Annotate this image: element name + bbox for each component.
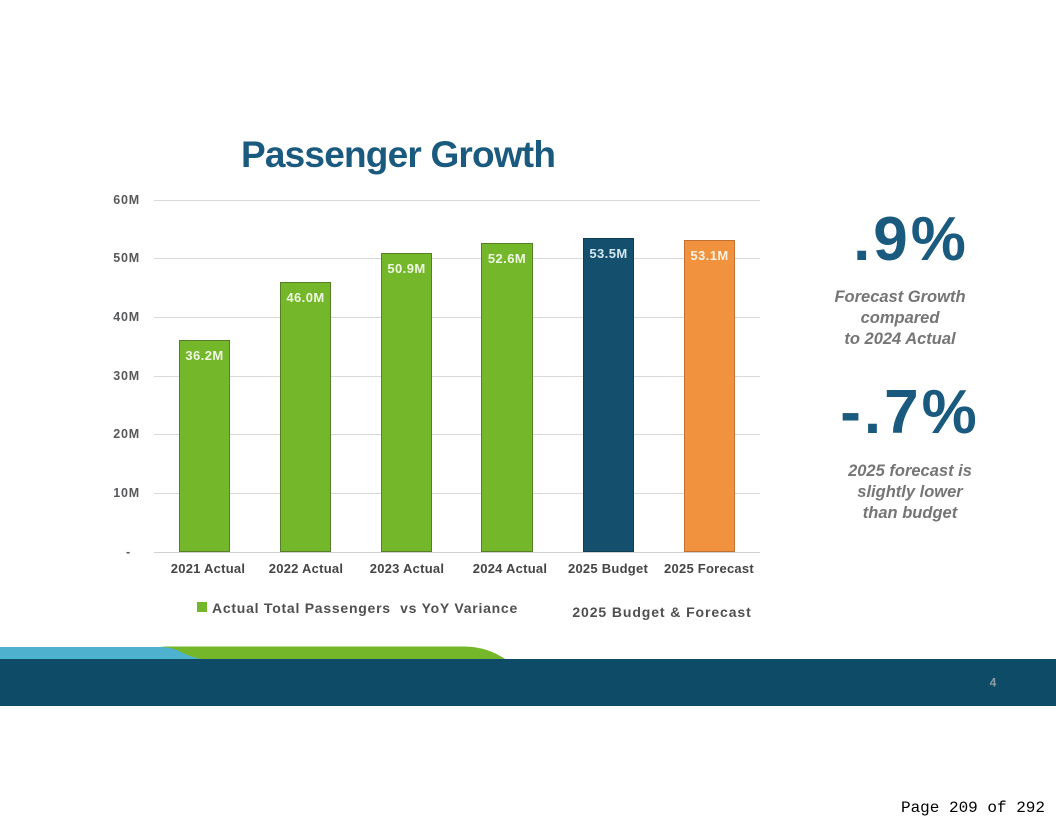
svg-text:4: 4 bbox=[990, 676, 997, 690]
